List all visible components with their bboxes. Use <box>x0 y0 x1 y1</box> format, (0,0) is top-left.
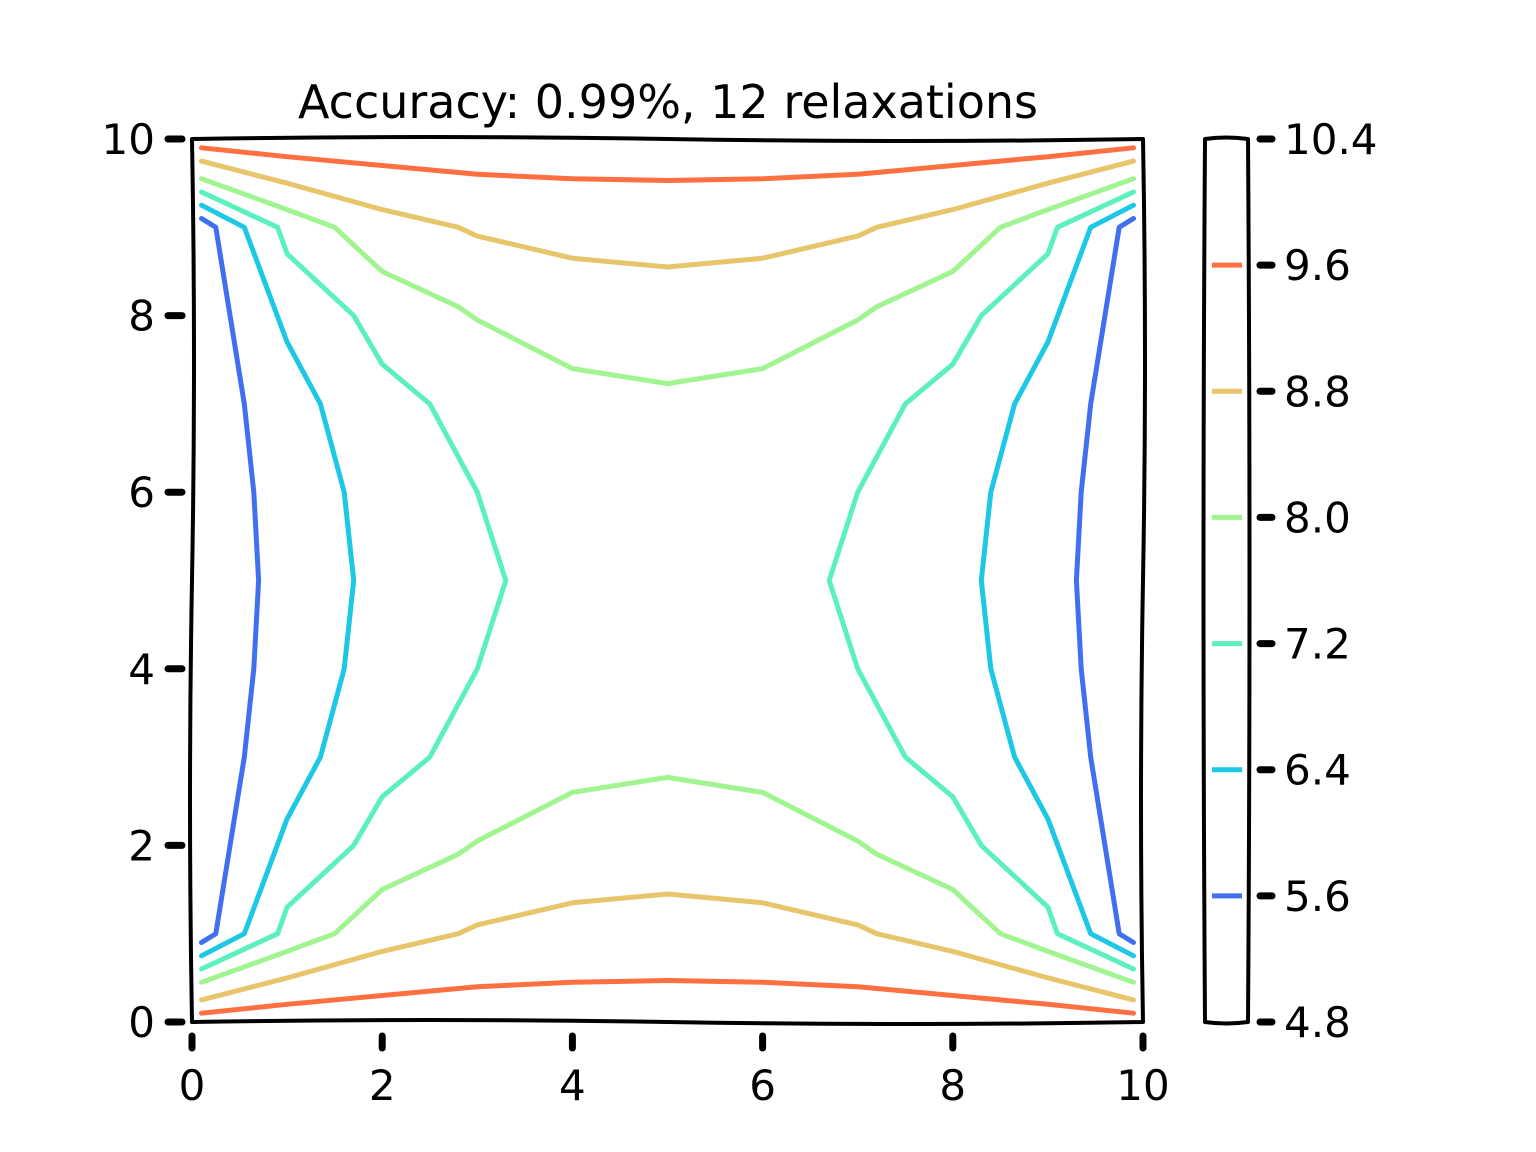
x-tick-label: 8 <box>939 1061 966 1110</box>
contour-line-6-4-1 <box>978 202 1136 959</box>
x-tick-label: 0 <box>179 1061 206 1110</box>
y-tick-label: 2 <box>128 821 155 870</box>
contour-line-8-8-0 <box>199 158 1136 270</box>
colorbar: 10.4 9.6 8.8 8.0 7.2 6.4 5.6 4.8 <box>1201 115 1378 1047</box>
colorbar-tick-label: 8.8 <box>1284 367 1351 416</box>
chart-title: Accuracy: 0.99%, 12 relaxations <box>298 75 1038 129</box>
contour-line-8-0 <box>199 176 1136 387</box>
colorbar-frame <box>1201 135 1252 1026</box>
y-tick-label: 0 <box>128 998 155 1047</box>
x-axis: 0 2 4 6 8 10 <box>179 1032 1170 1110</box>
colorbar-tick-label: 6.4 <box>1284 746 1351 795</box>
x-tick-label: 4 <box>559 1061 586 1110</box>
colorbar-tick-label: 9.6 <box>1284 241 1351 290</box>
contour-lines <box>199 145 1136 1016</box>
contour-line-5-6-0 <box>199 216 262 945</box>
x-tick-label: 2 <box>369 1061 396 1110</box>
contour-line-5-6-1 <box>1073 216 1136 945</box>
contour-line-8-8-1 <box>199 891 1136 1003</box>
colorbar-tick-label: 7.2 <box>1284 620 1351 669</box>
colorbar-tick-label: 4.8 <box>1284 998 1351 1047</box>
contour-line-8-1 <box>199 774 1136 985</box>
colorbar-tick-label: 5.6 <box>1284 872 1351 921</box>
y-tick-label: 6 <box>128 468 155 517</box>
contour-line-9-6-1 <box>199 978 1136 1016</box>
x-tick-label: 6 <box>749 1061 776 1110</box>
contour-line-7-2-1 <box>826 189 1136 972</box>
y-tick-label: 4 <box>128 645 155 694</box>
colorbar-tick-label: 10.4 <box>1284 115 1378 164</box>
contour-line-9-6-0 <box>199 145 1136 183</box>
y-axis: 0 2 4 6 8 10 <box>102 115 186 1047</box>
y-tick-label: 10 <box>102 115 155 164</box>
contour-line-7-2-0 <box>199 189 509 972</box>
plot-frame <box>188 135 1147 1026</box>
contour-line-6-4-0 <box>199 202 357 959</box>
y-tick-label: 8 <box>128 292 155 341</box>
x-tick-label: 10 <box>1116 1061 1169 1110</box>
colorbar-tick-label: 8.0 <box>1284 493 1351 542</box>
